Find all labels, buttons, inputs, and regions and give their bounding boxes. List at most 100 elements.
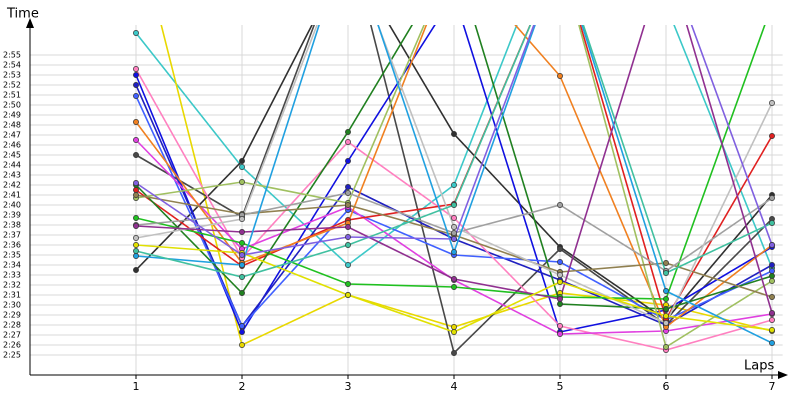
- y-tick-label: 2:30: [3, 301, 21, 310]
- data-point: [451, 230, 457, 236]
- y-tick-label: 2:40: [3, 201, 21, 210]
- data-point: [769, 278, 775, 284]
- data-point: [133, 93, 139, 99]
- y-axis-arrow: [26, 18, 34, 28]
- data-point: [451, 276, 457, 282]
- y-tick-label: 2:53: [3, 71, 21, 80]
- data-point: [451, 350, 457, 356]
- data-point: [663, 344, 669, 350]
- data-point: [769, 273, 775, 279]
- data-point: [133, 215, 139, 221]
- data-point: [769, 327, 775, 333]
- data-point: [345, 190, 351, 196]
- data-point: [133, 137, 139, 143]
- data-point: [239, 329, 245, 335]
- data-point: [239, 158, 245, 164]
- data-point: [451, 224, 457, 230]
- data-point: [557, 301, 563, 307]
- data-point: [345, 292, 351, 298]
- data-point: [239, 323, 245, 329]
- data-point: [345, 202, 351, 208]
- data-point: [451, 249, 457, 255]
- data-point: [769, 340, 775, 346]
- y-tick-label: 2:34: [3, 261, 21, 270]
- data-point: [345, 234, 351, 240]
- data-point: [239, 240, 245, 246]
- data-point: [769, 294, 775, 300]
- data-point: [663, 306, 669, 312]
- data-point: [133, 180, 139, 186]
- x-tick-label: 1: [133, 380, 140, 393]
- y-tick-label: 2:47: [3, 131, 21, 140]
- data-point: [769, 262, 775, 268]
- data-point: [239, 342, 245, 348]
- data-point: [345, 184, 351, 190]
- y-tick-label: 2:28: [3, 321, 21, 330]
- data-point: [345, 139, 351, 145]
- data-point: [769, 133, 775, 139]
- data-point: [769, 317, 775, 323]
- data-point: [769, 310, 775, 316]
- data-point: [345, 281, 351, 287]
- data-point: [345, 262, 351, 268]
- y-tick-label: 2:31: [3, 291, 21, 300]
- y-tick-label: 2:46: [3, 141, 21, 150]
- x-tick-label: 3: [345, 380, 352, 393]
- data-point: [557, 272, 563, 278]
- data-point: [239, 274, 245, 280]
- data-point: [239, 290, 245, 296]
- y-tick-label: 2:42: [3, 181, 21, 190]
- data-point: [557, 246, 563, 252]
- x-tick-label: 5: [557, 380, 564, 393]
- y-tick-label: 2:39: [3, 211, 21, 220]
- y-tick-label: 2:37: [3, 231, 21, 240]
- data-point: [557, 73, 563, 79]
- data-point: [239, 252, 245, 258]
- data-point: [133, 248, 139, 254]
- data-point: [557, 323, 563, 329]
- data-point: [133, 253, 139, 259]
- data-point: [663, 260, 669, 266]
- data-point: [769, 268, 775, 274]
- data-point: [133, 82, 139, 88]
- y-axis-label: Time: [6, 7, 39, 22]
- y-tick-label: 2:52: [3, 81, 21, 90]
- data-point: [451, 236, 457, 242]
- data-point: [663, 320, 669, 326]
- data-point: [133, 187, 139, 193]
- data-point: [769, 100, 775, 106]
- data-point: [345, 224, 351, 230]
- x-tick-label: 2: [239, 380, 246, 393]
- data-point: [451, 202, 457, 208]
- data-point: [557, 331, 563, 337]
- data-point: [239, 229, 245, 235]
- y-tick-label: 2:38: [3, 221, 21, 230]
- y-tick-label: 2:43: [3, 171, 21, 180]
- data-point: [239, 179, 245, 185]
- data-point: [133, 66, 139, 72]
- data-point: [451, 182, 457, 188]
- data-point: [239, 262, 245, 268]
- data-point: [557, 279, 563, 285]
- data-point: [133, 119, 139, 125]
- data-point: [451, 284, 457, 290]
- y-tick-label: 2:48: [3, 121, 21, 130]
- data-point: [451, 215, 457, 221]
- y-tick-label: 2:49: [3, 111, 21, 120]
- y-tick-label: 2:26: [3, 341, 21, 350]
- data-point: [663, 270, 669, 276]
- y-tick-label: 2:54: [3, 61, 21, 70]
- data-point: [345, 158, 351, 164]
- data-point: [663, 2, 668, 7]
- y-tick-label: 2:44: [3, 161, 21, 170]
- data-point: [663, 313, 669, 319]
- y-tick-label: 2:25: [3, 351, 21, 360]
- x-axis-arrow: [778, 371, 788, 379]
- data-point: [133, 235, 139, 241]
- y-tick-label: 2:50: [3, 101, 21, 110]
- data-point: [239, 216, 245, 222]
- y-tick-label: 2:29: [3, 311, 21, 320]
- data-point: [769, 2, 774, 7]
- data-point: [133, 152, 139, 158]
